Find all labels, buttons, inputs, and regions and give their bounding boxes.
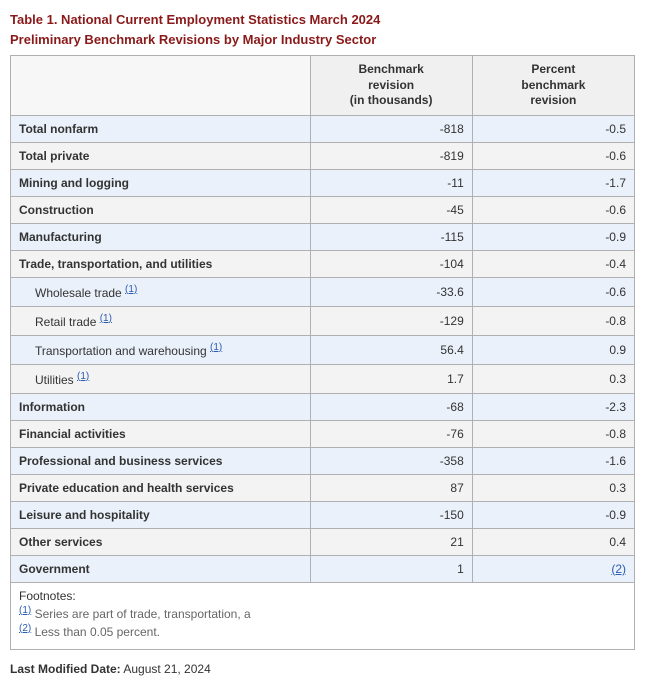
data-table: Benchmarkrevision(in thousands) Percentb…	[10, 55, 635, 583]
cell-percent: -0.6	[472, 142, 634, 169]
row-label: Total nonfarm	[11, 115, 311, 142]
table-row: Information -68-2.3	[11, 393, 635, 420]
row-label: Mining and logging	[11, 169, 311, 196]
footnote-item: (1) Series are part of trade, transporta…	[19, 605, 626, 621]
last-modified: Last Modified Date: August 21, 2024	[10, 662, 635, 676]
cell-benchmark: -115	[310, 223, 472, 250]
row-label: Private education and health services	[11, 474, 311, 501]
footnotes-label: Footnotes:	[19, 589, 626, 603]
cell-percent: -0.6	[472, 196, 634, 223]
footnote-ref-link[interactable]: (1)	[100, 313, 112, 324]
cell-benchmark: -358	[310, 447, 472, 474]
footnote-item: (2) Less than 0.05 percent.	[19, 623, 626, 639]
row-label: Leisure and hospitality	[11, 501, 311, 528]
table-row: Utilities (1)1.70.3	[11, 364, 635, 393]
cell-benchmark: 87	[310, 474, 472, 501]
cell-benchmark: -68	[310, 393, 472, 420]
footnotes-box: Footnotes: (1) Series are part of trade,…	[10, 583, 635, 650]
cell-percent: -1.6	[472, 447, 634, 474]
table-row: Manufacturing -115-0.9	[11, 223, 635, 250]
row-label: Other services	[11, 528, 311, 555]
cell-percent: -0.9	[472, 501, 634, 528]
table-row: Financial activities -76-0.8	[11, 420, 635, 447]
last-modified-value: August 21, 2024	[123, 662, 210, 676]
table-header-row: Benchmarkrevision(in thousands) Percentb…	[11, 56, 635, 116]
row-label: Trade, transportation, and utilities	[11, 250, 311, 277]
cell-percent: -0.9	[472, 223, 634, 250]
cell-percent: (2)	[472, 555, 634, 582]
footnote-ref-link[interactable]: (2)	[611, 562, 626, 576]
cell-percent: -0.6	[472, 277, 634, 306]
footnote-ref-link[interactable]: (1)	[125, 284, 137, 295]
table-row: Transportation and warehousing (1)56.40.…	[11, 335, 635, 364]
table-row: Total nonfarm -818-0.5	[11, 115, 635, 142]
row-label: Construction	[11, 196, 311, 223]
cell-percent: -1.7	[472, 169, 634, 196]
cell-percent: -0.8	[472, 420, 634, 447]
title-line2: Preliminary Benchmark Revisions by Major…	[10, 32, 376, 47]
row-label: Government	[11, 555, 311, 582]
table-row: Leisure and hospitality -150-0.9	[11, 501, 635, 528]
cell-benchmark: -104	[310, 250, 472, 277]
table-row: Government 1 (2)	[11, 555, 635, 582]
cell-benchmark: -150	[310, 501, 472, 528]
cell-percent: 0.9	[472, 335, 634, 364]
table-row: Total private -819-0.6	[11, 142, 635, 169]
last-modified-label: Last Modified Date:	[10, 662, 121, 676]
col-header-empty	[11, 56, 311, 116]
cell-benchmark: -819	[310, 142, 472, 169]
cell-benchmark: 1.7	[310, 364, 472, 393]
cell-benchmark: -11	[310, 169, 472, 196]
table-row: Construction -45-0.6	[11, 196, 635, 223]
row-label: Professional and business services	[11, 447, 311, 474]
row-label: Total private	[11, 142, 311, 169]
footnote-anchor[interactable]: (2)	[19, 623, 31, 634]
row-label: Manufacturing	[11, 223, 311, 250]
cell-benchmark: 21	[310, 528, 472, 555]
table-row: Private education and health services 87…	[11, 474, 635, 501]
table-row: Mining and logging -11-1.7	[11, 169, 635, 196]
footnote-ref-link[interactable]: (1)	[210, 342, 222, 353]
table-title: Table 1. National Current Employment Sta…	[10, 10, 635, 49]
table-row: Retail trade (1)-129-0.8	[11, 306, 635, 335]
cell-percent: 0.3	[472, 364, 634, 393]
table-body: Total nonfarm -818-0.5Total private -819…	[11, 115, 635, 582]
cell-percent: -2.3	[472, 393, 634, 420]
table-row: Professional and business services -358-…	[11, 447, 635, 474]
cell-benchmark: -818	[310, 115, 472, 142]
cell-percent: 0.3	[472, 474, 634, 501]
cell-benchmark: -33.6	[310, 277, 472, 306]
row-label: Utilities (1)	[11, 364, 311, 393]
col-header-benchmark: Benchmarkrevision(in thousands)	[310, 56, 472, 116]
cell-benchmark: -45	[310, 196, 472, 223]
cell-benchmark: 56.4	[310, 335, 472, 364]
row-label: Retail trade (1)	[11, 306, 311, 335]
table-row: Trade, transportation, and utilities -10…	[11, 250, 635, 277]
cell-percent: -0.4	[472, 250, 634, 277]
row-label: Transportation and warehousing (1)	[11, 335, 311, 364]
cell-benchmark: 1	[310, 555, 472, 582]
table-row: Other services 210.4	[11, 528, 635, 555]
cell-benchmark: -129	[310, 306, 472, 335]
cell-percent: 0.4	[472, 528, 634, 555]
footnote-anchor[interactable]: (1)	[19, 605, 31, 616]
row-label: Financial activities	[11, 420, 311, 447]
table-row: Wholesale trade (1)-33.6-0.6	[11, 277, 635, 306]
footnote-ref-link[interactable]: (1)	[77, 371, 89, 382]
row-label: Wholesale trade (1)	[11, 277, 311, 306]
title-line1: Table 1. National Current Employment Sta…	[10, 12, 380, 27]
cell-percent: -0.5	[472, 115, 634, 142]
cell-benchmark: -76	[310, 420, 472, 447]
cell-percent: -0.8	[472, 306, 634, 335]
row-label: Information	[11, 393, 311, 420]
col-header-percent: Percentbenchmarkrevision	[472, 56, 634, 116]
